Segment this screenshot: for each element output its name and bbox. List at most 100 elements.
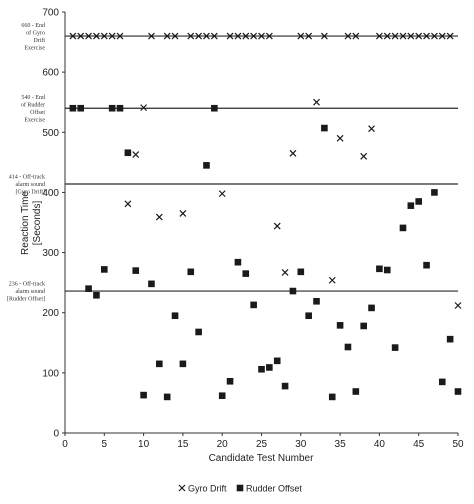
legend-marker-gyro-drift <box>178 484 186 492</box>
axes: 0 100 200 300 400 500 600 700 0 5 10 15 20 25 30 35 40 45… <box>42 8 464 451</box>
gyro-drift-point <box>163 32 171 40</box>
rudder-offset-point <box>360 322 367 330</box>
rudder-offset-point <box>163 393 171 401</box>
rudder-offset-point <box>399 224 407 232</box>
gyro-drift-point <box>415 32 423 40</box>
gyro-drift-point <box>289 149 297 157</box>
gyro-drift-point <box>391 32 399 40</box>
rudder-offset-point <box>297 268 305 276</box>
gyro-drift-point <box>328 276 336 284</box>
gyro-drift-point <box>242 32 250 40</box>
gyro-drift-point <box>132 151 140 158</box>
legend: Gyro Drift Rudder Offset <box>178 484 302 494</box>
rudder-offset-point <box>258 365 265 373</box>
gyro-drift-point <box>171 32 179 40</box>
x-tick-label: 5 <box>102 439 108 450</box>
legend-label: Gyro Drift <box>188 484 227 494</box>
rudder-offset-point <box>132 267 140 274</box>
reference-lines: 660 - End of Gyro Drift Exercise 540 - End of… <box>7 23 458 303</box>
rudder-offset-point <box>415 198 422 205</box>
gyro-drift-point <box>368 125 375 133</box>
rudder-offset-point <box>281 382 289 390</box>
rudder-offset-point <box>454 388 462 395</box>
rudder-offset-point <box>211 104 218 112</box>
rudder-offset-point <box>187 268 195 276</box>
x-tick-label: 15 <box>177 439 189 450</box>
rudder-offset-point <box>266 364 273 371</box>
rudder-offset-point <box>328 393 336 401</box>
gyro-drift-point <box>407 32 415 40</box>
gyro-drift-point <box>336 134 344 142</box>
rudder-offset-point <box>108 104 116 112</box>
reference-line-label: 540 - End of Rudder Offset Exercise <box>21 95 46 124</box>
x-tick-label: 0 <box>62 439 68 450</box>
gyro-drift-point <box>108 32 116 40</box>
gyro-drift-point <box>297 32 305 40</box>
rudder-offset-point <box>234 258 242 266</box>
x-axis-title: Candidate Test Number <box>209 453 315 464</box>
reference-line-label: 236 - Off-track alarm sound [Rudder Offset… <box>7 281 45 303</box>
rudder-offset-point <box>77 104 85 112</box>
gyro-drift-point <box>148 32 155 40</box>
gyro-drift-point <box>179 210 187 217</box>
gyro-drift-point <box>203 32 210 40</box>
gyro-drift-point <box>69 32 77 40</box>
gyro-drift-point <box>195 32 203 40</box>
gyro-drift-point <box>226 32 234 40</box>
rudder-offset-point <box>289 287 297 295</box>
legend-label: Rudder Offset <box>246 484 302 494</box>
gyro-drift-point <box>100 32 108 40</box>
rudder-offset-point <box>101 266 108 273</box>
rudder-offset-point <box>431 189 438 196</box>
gyro-drift-point <box>187 32 195 40</box>
legend-marker-rudder-offset <box>236 484 244 492</box>
rudder-offset-point <box>336 322 344 329</box>
rudder-offset-point <box>179 360 187 368</box>
x-tick-label: 45 <box>413 439 425 450</box>
gyro-drift-point <box>430 32 438 40</box>
data-points <box>69 32 462 401</box>
gyro-drift-point <box>140 104 148 112</box>
gyro-drift-point <box>265 32 273 40</box>
x-tick-label: 35 <box>335 439 347 450</box>
rudder-offset-point <box>171 312 179 320</box>
gyro-drift-point <box>93 32 100 40</box>
rudder-offset-point <box>352 388 360 395</box>
rudder-offset-point <box>116 104 124 112</box>
rudder-offset-point <box>305 312 312 320</box>
rudder-offset-point <box>391 344 399 351</box>
y-tick-label: 0 <box>53 429 59 440</box>
gyro-drift-point <box>234 32 242 40</box>
x-tick-label: 25 <box>256 439 268 450</box>
y-tick-label: 100 <box>42 368 59 379</box>
gyro-drift-point <box>438 32 446 40</box>
rudder-offset-point <box>368 304 375 312</box>
rudder-offset-point <box>148 280 155 288</box>
gyro-drift-point <box>446 32 454 40</box>
gyro-drift-point <box>320 32 328 40</box>
rudder-offset-point <box>85 285 92 292</box>
y-tick-label: 600 <box>42 68 59 79</box>
rudder-offset-point <box>93 291 100 299</box>
rudder-offset-point <box>344 343 352 351</box>
gyro-drift-point <box>360 152 368 160</box>
gyro-drift-point <box>344 32 352 40</box>
x-tick-label: 30 <box>295 439 307 450</box>
reference-line-label: 414 - Off-track alarm sound [Gyro Drift] <box>9 174 45 196</box>
y-tick-label: 500 <box>42 128 59 139</box>
gyro-drift-point <box>399 32 407 40</box>
rudder-offset-point <box>226 377 234 385</box>
rudder-offset-point <box>250 301 257 309</box>
gyro-drift-point <box>313 98 320 106</box>
rudder-offset-point <box>203 162 210 169</box>
x-tick-label: 10 <box>138 439 150 450</box>
y-tick-label: 300 <box>42 248 59 259</box>
gyro-drift-point <box>273 222 281 230</box>
y-tick-label: 700 <box>42 8 59 19</box>
x-tick-label: 40 <box>374 439 386 450</box>
gyro-drift-point <box>383 32 391 40</box>
gyro-drift-point <box>77 32 85 40</box>
gyro-drift-point <box>250 32 258 40</box>
